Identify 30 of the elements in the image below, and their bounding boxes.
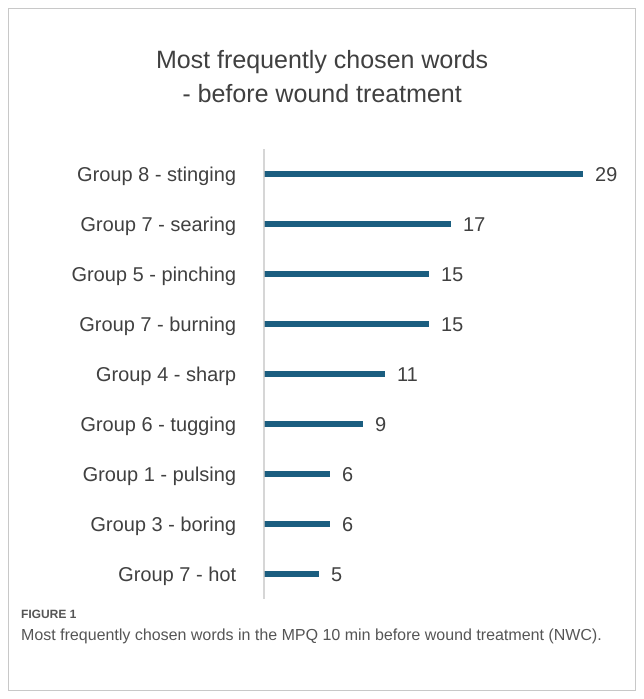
data-label: 9 xyxy=(375,414,386,436)
data-label: 5 xyxy=(331,564,342,586)
chart-title: Most frequently chosen words - before wound treatment xyxy=(154,45,490,110)
bar xyxy=(264,521,330,527)
bar xyxy=(264,171,583,177)
data-label: 17 xyxy=(463,214,486,236)
bar xyxy=(264,371,385,377)
data-label: 6 xyxy=(342,464,354,486)
bar xyxy=(264,321,429,327)
data-label: 6 xyxy=(342,514,354,536)
data-label: 15 xyxy=(441,314,464,336)
bar xyxy=(264,271,429,277)
bar xyxy=(264,471,330,477)
bar xyxy=(264,571,319,577)
caption: FIGURE 1 xyxy=(21,607,78,621)
data-label: 11 xyxy=(397,364,418,386)
bar xyxy=(264,421,363,427)
bar xyxy=(264,221,451,227)
y-tick-label: Group 6 - tugging xyxy=(80,414,236,436)
y-tick-label: Group 3 - boring xyxy=(90,514,236,536)
y-tick-label: Group 7 - burning xyxy=(79,314,236,336)
y-tick-label: Group 1 - pulsing xyxy=(82,464,236,486)
data-label: 29 xyxy=(595,164,618,186)
y-tick-label: Group 7 - hot xyxy=(118,564,236,586)
data-label: 15 xyxy=(441,264,464,286)
y-tick-label: Group 8 - stinging xyxy=(77,164,236,186)
y-tick-label: Group 4 - sharp xyxy=(96,364,236,386)
text: Most frequently chosen words in the MPQ 10 min before wound treatment (NWC). xyxy=(21,626,603,646)
y-tick-label: Group 5 - pinching xyxy=(71,264,236,286)
y-tick-label: Group 7 - searing xyxy=(80,214,236,236)
